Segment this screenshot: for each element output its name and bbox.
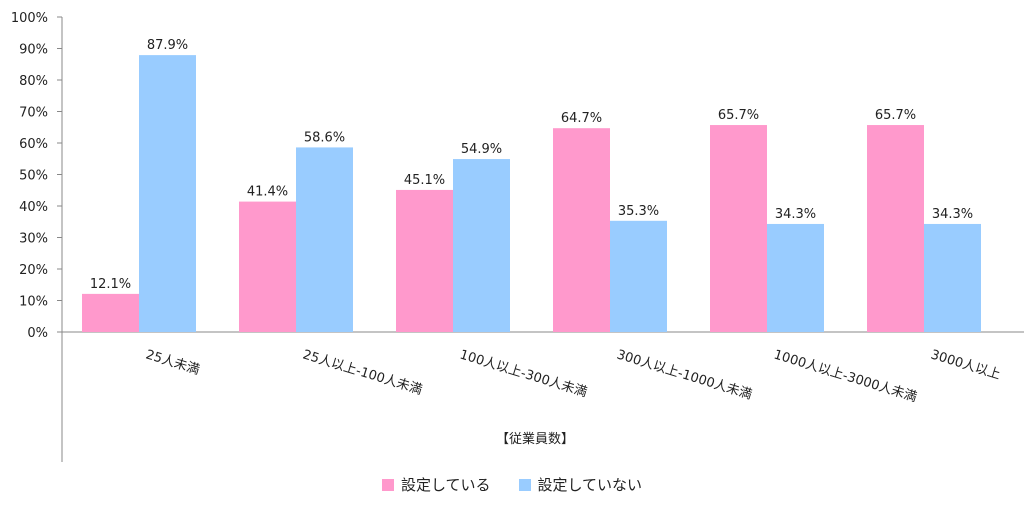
category-label: 3000人以上 [929, 347, 1002, 382]
legend-swatch-set [381, 478, 394, 491]
bar-set [553, 128, 610, 332]
category-label: 25人未満 [144, 347, 202, 378]
data-label: 65.7% [875, 108, 916, 123]
category-labels: 25人未満 25人以上-100人未満 100人以上-300人未満 300人以上-100… [144, 347, 1002, 405]
y-axis-ticks: 0% 10% 20% 30% 40% 50% 60% 70% 80% 90% 100% [11, 11, 62, 341]
y-tick-label: 90% [19, 43, 48, 58]
data-label: 35.3% [618, 204, 659, 219]
category-label: 25人以上-100人未満 [301, 347, 424, 398]
bar-set [710, 125, 767, 332]
data-label: 65.7% [718, 108, 759, 123]
data-label: 87.9% [147, 38, 188, 53]
data-label: 34.3% [775, 207, 816, 222]
axes [61, 17, 1024, 462]
y-tick-label: 40% [19, 200, 48, 215]
data-label: 41.4% [247, 185, 288, 200]
bar-not-set [453, 159, 510, 332]
bar-set [867, 125, 924, 332]
legend: 設定している 設定していない [0, 474, 1024, 495]
legend-item-not-set: 設定していない [518, 474, 643, 495]
data-labels: 12.1% 87.9% 41.4% 58.6% 45.1% 54.9% 64.7% 35.3%… [90, 38, 973, 292]
bar-not-set [767, 223, 824, 332]
bar-chart: 0% 10% 20% 30% 40% 50% 60% 70% 80% 90% 100% 12.1% 8… [11, 11, 1024, 462]
legend-label-set: 設定している [400, 476, 491, 494]
y-tick-label: 60% [19, 137, 48, 152]
y-tick-label: 20% [19, 263, 48, 278]
y-tick-label: 100% [11, 11, 48, 26]
data-label: 64.7% [561, 111, 602, 126]
data-label: 54.9% [461, 142, 502, 157]
x-axis-title: 【従業員数】 [496, 431, 574, 447]
y-tick-label: 10% [19, 295, 48, 310]
legend-label-not-set: 設定していない [537, 476, 643, 494]
data-label: 12.1% [90, 277, 131, 292]
bars [82, 55, 981, 333]
bar-set [239, 201, 296, 332]
y-tick-label: 0% [27, 326, 48, 341]
y-tick-label: 80% [19, 74, 48, 89]
data-label: 45.1% [404, 173, 445, 188]
legend-item-set: 設定している [381, 474, 491, 495]
data-label: 58.6% [304, 130, 345, 145]
category-label: 100人以上-300人未満 [458, 347, 589, 400]
bar-not-set [296, 147, 353, 332]
y-tick-label: 30% [19, 232, 48, 247]
bar-not-set [610, 220, 667, 332]
category-label: 1000人以上-3000人未満 [772, 347, 919, 405]
bar-not-set [139, 55, 196, 333]
y-tick-label: 70% [19, 106, 48, 121]
bar-set [82, 293, 139, 332]
category-label: 300人以上-1000人未満 [615, 347, 754, 402]
bar-set [396, 189, 453, 332]
bar-not-set [924, 223, 981, 332]
data-label: 34.3% [932, 207, 973, 222]
legend-swatch-not-set [518, 478, 531, 491]
y-tick-label: 50% [19, 169, 48, 184]
